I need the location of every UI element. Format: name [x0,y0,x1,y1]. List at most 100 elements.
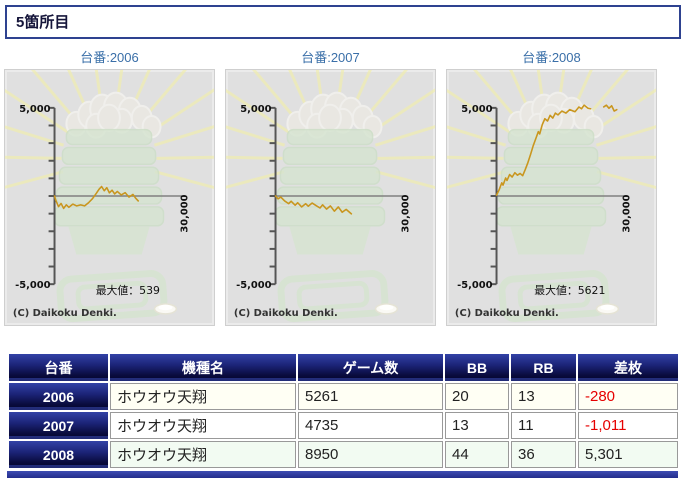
light-ray [375,170,435,190]
rb-count-cell: 11 [511,412,576,439]
light-ray [226,125,286,147]
y-min-label: -5,000 [236,280,272,291]
chart-block-2006: 台番:2006 5,000 -5,000 30,000 最大値：539 (C) Daiko… [4,49,215,326]
pagoda-layer [500,166,602,185]
coin-tray [56,270,168,323]
light-ray [226,170,285,189]
payout-line [274,195,353,215]
game-count-cell: 8950 [298,441,443,468]
bulb-icon [362,114,383,139]
bulb-icon [583,114,604,139]
coin-diff-cell: -1,011 [578,412,678,439]
x-end-label: 30,000 [621,194,632,232]
chart-block-2007: 台番:2007 5,000 -5,000 30,000 (C) Daikoku Denk… [225,49,436,326]
copyright-label: (C) Daikoku Denki. [234,308,338,319]
coin-tray [498,270,610,323]
light-ray [154,170,214,190]
bb-count-cell: 44 [445,441,509,468]
rb-count-cell: 13 [511,383,576,410]
y-max-label: 5,000 [461,104,492,115]
section-title: 5箇所目 [5,5,681,39]
column-header-5: 差枚 [578,354,678,381]
machine-number-cell: 2008 [9,441,108,468]
light-ray [374,125,435,147]
slot-graph-panel: 5,000 -5,000 30,000 最大値：5621 (C) Daikoku Den… [446,69,657,326]
max-value-label: 最大値：5621 [534,283,605,297]
rb-count-cell: 36 [511,441,576,468]
coin-highlight [379,304,394,311]
column-header-0: 台番 [9,354,108,381]
light-ray [598,155,656,160]
light-ray [288,70,312,117]
pagoda-layer [495,206,607,227]
light-ray [595,125,656,147]
light-ray [5,155,62,160]
light-ray [156,155,214,160]
light-ray [5,125,65,147]
copyright-label: (C) Daikoku Denki. [13,308,117,319]
light-ray [596,170,656,190]
light-ray [5,170,64,189]
table-row: 2008 ホウオウ天翔 8950 44 36 5,301 [9,441,678,468]
table-row: 2007 ホウオウ天翔 4735 13 11 -1,011 [9,412,678,439]
column-header-4: RB [511,354,576,381]
light-ray [153,125,214,147]
bulb-icon [141,114,162,139]
light-ray [368,88,435,135]
coin-highlight [600,304,615,311]
pagoda-layer [282,146,378,166]
pagoda-layer [507,128,595,146]
pagoda-layer [274,206,386,227]
column-header-2: ゲーム数 [298,354,443,381]
copyright-label: (C) Daikoku Denki. [455,308,559,319]
x-end-label: 30,000 [400,194,411,232]
light-ray [359,70,408,125]
light-ray [589,88,656,135]
table-row: 2006 ホウオウ天翔 5261 20 13 -280 [9,383,678,410]
column-header-3: BB [445,354,509,381]
light-ray [447,155,504,160]
light-ray [509,70,533,117]
next-table-header-partial [7,471,678,478]
pagoda-layer [503,146,599,166]
game-count-cell: 5261 [298,383,443,410]
y-min-label: -5,000 [15,280,51,291]
x-end-label: 30,000 [179,194,190,232]
pagoda-base [510,226,592,255]
bulb-icon [539,103,563,132]
light-ray [31,70,80,125]
chart-title: 台番:2007 [301,50,360,65]
slot-machine-watermark [5,70,214,323]
payout-line [602,104,618,112]
chart-title: 台番:2008 [522,50,581,65]
y-max-label: 5,000 [19,104,50,115]
light-ray [580,70,629,125]
y-min-label: -5,000 [457,280,493,291]
light-ray [473,70,522,125]
pagoda-layer [53,206,165,227]
model-name-cell: ホウオウ天翔 [110,412,296,439]
pagoda-base [68,226,150,255]
light-ray [377,155,435,160]
machine-number-cell: 2007 [9,412,108,439]
light-ray [447,125,507,147]
bb-count-cell: 13 [445,412,509,439]
light-ray [67,70,91,117]
game-count-cell: 4735 [298,412,443,439]
pagoda-layer [61,146,157,166]
y-max-label: 5,000 [240,104,271,115]
coin-diff-cell: 5,301 [578,441,678,468]
chart-block-2008: 台番:2008 5,000 -5,000 30,000 最大値：5621 (C) Daik… [446,49,657,326]
payout-line [53,185,140,210]
coin-diff-cell: -280 [578,383,678,410]
bulb-icon [318,103,342,132]
light-ray [447,170,506,189]
payout-line [495,104,592,196]
pagoda-layer [58,166,160,185]
machine-number-cell: 2006 [9,383,108,410]
column-header-1: 機種名 [110,354,296,381]
coin-tray [277,270,389,323]
light-ray [147,88,214,135]
model-name-cell: ホウオウ天翔 [110,383,296,410]
charts-row: 台番:2006 5,000 -5,000 30,000 最大値：539 (C) Daiko… [4,49,686,326]
